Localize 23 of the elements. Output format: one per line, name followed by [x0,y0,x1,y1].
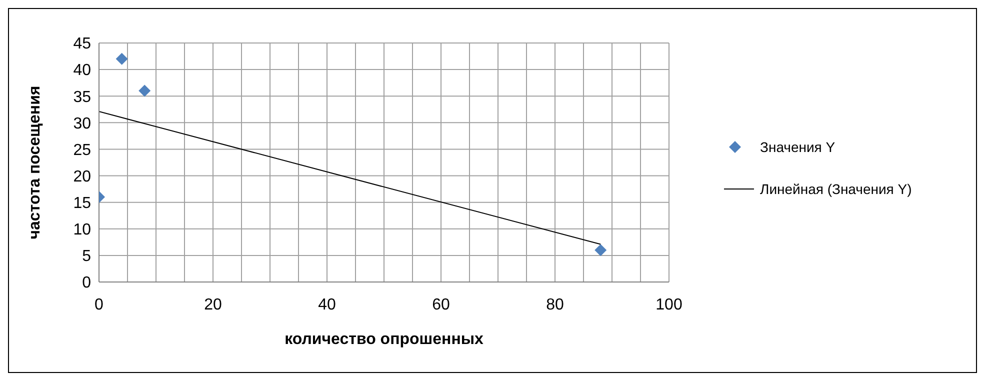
y-tick-label: 35 [73,88,92,106]
y-tick-label: 15 [73,195,92,212]
y-tick-label: 0 [82,274,92,292]
x-tick-label: 60 [432,296,450,314]
x-tick-label: 0 [94,296,104,314]
legend-label: Значения Y [760,139,836,155]
x-tick-label: 80 [546,296,564,314]
y-tick-label: 20 [73,168,92,186]
x-tick-label: 40 [318,296,336,314]
x-tick-label: 20 [204,296,222,314]
x-tick-label: 100 [656,296,682,314]
point [116,52,128,65]
y-tick-label: 5 [82,248,92,266]
point [594,244,607,256]
point [138,84,151,97]
legend-label: Линейная (Значения Y) [760,181,912,197]
y-axis-title: частота посещения [26,86,44,240]
y-tick-label: 10 [73,222,92,239]
x-axis-title: количество опрошенных [284,331,484,348]
y-tick-label: 45 [73,36,92,53]
y-tick-label: 25 [73,142,92,159]
y-tick-label: 40 [73,62,92,80]
y-tick-label: 30 [73,115,92,132]
